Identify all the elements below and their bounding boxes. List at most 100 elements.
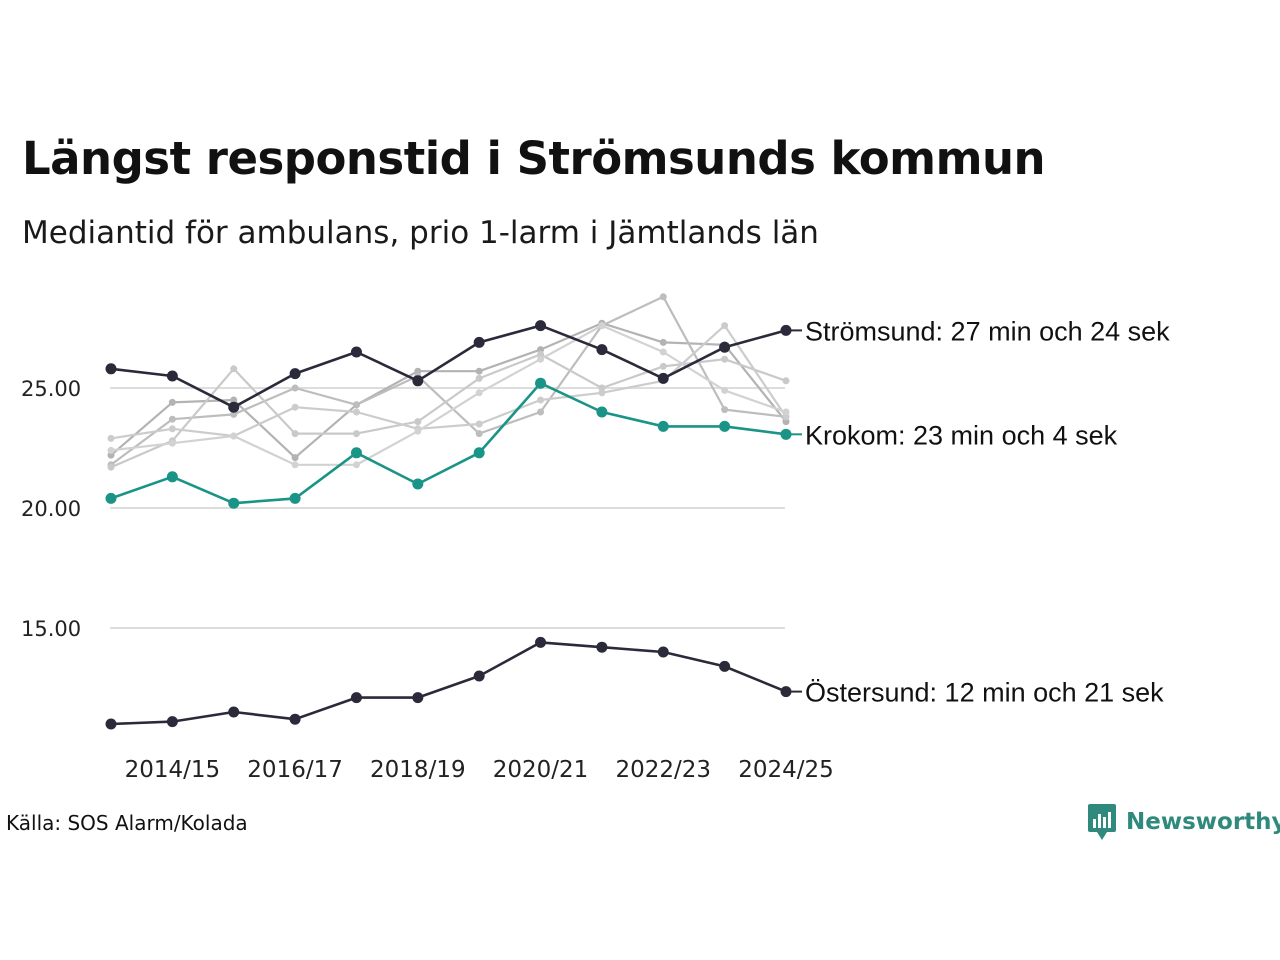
data-point-stromsund [657,372,669,384]
data-point-kommun-e [291,461,299,469]
end-label-stromsund: Strömsund: 27 min och 24 sek [805,316,1170,346]
data-point-stromsund [228,401,240,413]
data-point-kommun-c [537,350,545,358]
series-line-kommun-a [110,322,787,459]
data-point-ostersund [105,718,117,730]
y-tick-label: 20.00 [21,497,81,521]
data-point-kommun-c [721,355,729,363]
data-point-krokom [780,428,792,440]
data-point-kommun-a [537,346,545,354]
series-end-labels: Krokom: 23 min och 4 sek Strömsund: 27 mi… [791,316,1170,708]
data-point-stromsund [289,368,301,380]
data-point-kommun-e [168,439,176,447]
data-point-ostersund [657,646,669,658]
data-point-kommun-b [659,293,667,301]
data-point-krokom [228,497,240,509]
data-point-kommun-d [107,434,115,442]
y-tick-label: 25.00 [21,377,81,401]
series-lines [110,295,787,726]
series-line-kommun-e [110,324,787,466]
data-point-krokom [473,447,485,459]
brand-name: Newsworthy [1126,809,1280,835]
series-line-krokom [110,381,787,505]
data-point-ostersund [535,636,547,648]
data-point-kommun-b [475,430,483,438]
data-point-kommun-e [659,348,667,356]
data-point-kommun-e [414,427,422,435]
data-point-kommun-e [107,446,115,454]
data-point-krokom [719,420,731,432]
data-point-kommun-d [598,389,606,397]
data-point-krokom [289,492,301,504]
data-point-kommun-c [598,384,606,392]
data-point-krokom [412,478,424,490]
data-point-stromsund [719,341,731,353]
data-point-kommun-a [659,338,667,346]
source-note: Källa: SOS Alarm/Kolada [6,811,248,835]
data-point-kommun-a [168,398,176,406]
series-line-kommun-b [110,295,787,466]
data-point-krokom [350,447,362,459]
x-tick-label: 2016/17 [247,757,343,783]
data-point-kommun-c [291,430,299,438]
x-tick-label: 2024/25 [738,757,834,783]
data-point-kommun-a [107,451,115,459]
data-point-kommun-b [230,410,238,418]
data-point-kommun-d [291,403,299,411]
data-point-krokom [596,406,608,418]
end-label-ostersund: Östersund: 12 min och 21 sek [805,678,1164,708]
chart-title: Längst responstid i Strömsunds kommun [22,132,1046,185]
series-line-ostersund [110,641,787,726]
data-point-stromsund [473,336,485,348]
data-point-ostersund [350,692,362,704]
data-point-kommun-e [352,461,360,469]
data-point-stromsund [780,324,792,336]
data-point-ostersund [596,641,608,653]
data-point-stromsund [350,346,362,358]
x-tick-label: 2020/21 [493,757,589,783]
data-point-kommun-c [230,365,238,373]
data-point-kommun-d [352,408,360,416]
data-point-kommun-a [414,367,422,375]
data-point-ostersund [228,706,240,718]
chart-subtitle: Mediantid för ambulans, prio 1-larm i Jä… [22,215,819,251]
y-tick-label: 15.00 [21,617,81,641]
brand-logo: Newsworthy [1088,804,1280,840]
data-point-stromsund [105,363,117,375]
series-line-stromsund [110,324,787,409]
data-point-kommun-d [537,396,545,404]
x-tick-label: 2014/15 [125,757,221,783]
data-point-kommun-d [782,413,790,421]
data-point-kommun-b [168,415,176,423]
data-point-kommun-a [475,367,483,375]
data-point-stromsund [596,344,608,356]
data-point-ostersund [473,670,485,682]
data-point-kommun-d [475,420,483,428]
data-point-kommun-e [598,322,606,330]
x-tick-label: 2018/19 [370,757,466,783]
data-point-kommun-b [352,401,360,409]
data-point-kommun-c [414,418,422,426]
series-line-kommun-d [110,324,787,440]
y-axis: 15.00 20.00 25.00 [21,377,81,641]
data-point-kommun-e [782,408,790,416]
data-point-krokom [657,420,669,432]
data-point-kommun-e [721,386,729,394]
data-point-kommun-b [291,384,299,392]
data-point-stromsund [412,375,424,387]
data-point-kommun-d [168,425,176,433]
data-point-kommun-c [352,430,360,438]
data-point-stromsund [166,370,178,382]
data-point-ostersund [289,713,301,725]
data-point-kommun-e [537,355,545,363]
data-point-kommun-c [107,463,115,471]
series-points [105,293,792,730]
data-point-ostersund [412,692,424,704]
data-point-kommun-c [659,362,667,370]
data-point-kommun-a [782,418,790,426]
end-label-krokom: Krokom: 23 min och 4 sek [805,420,1118,450]
data-point-stromsund [535,320,547,332]
gridlines [110,387,785,629]
data-point-kommun-e [230,432,238,440]
series-line-kommun-c [110,353,787,469]
